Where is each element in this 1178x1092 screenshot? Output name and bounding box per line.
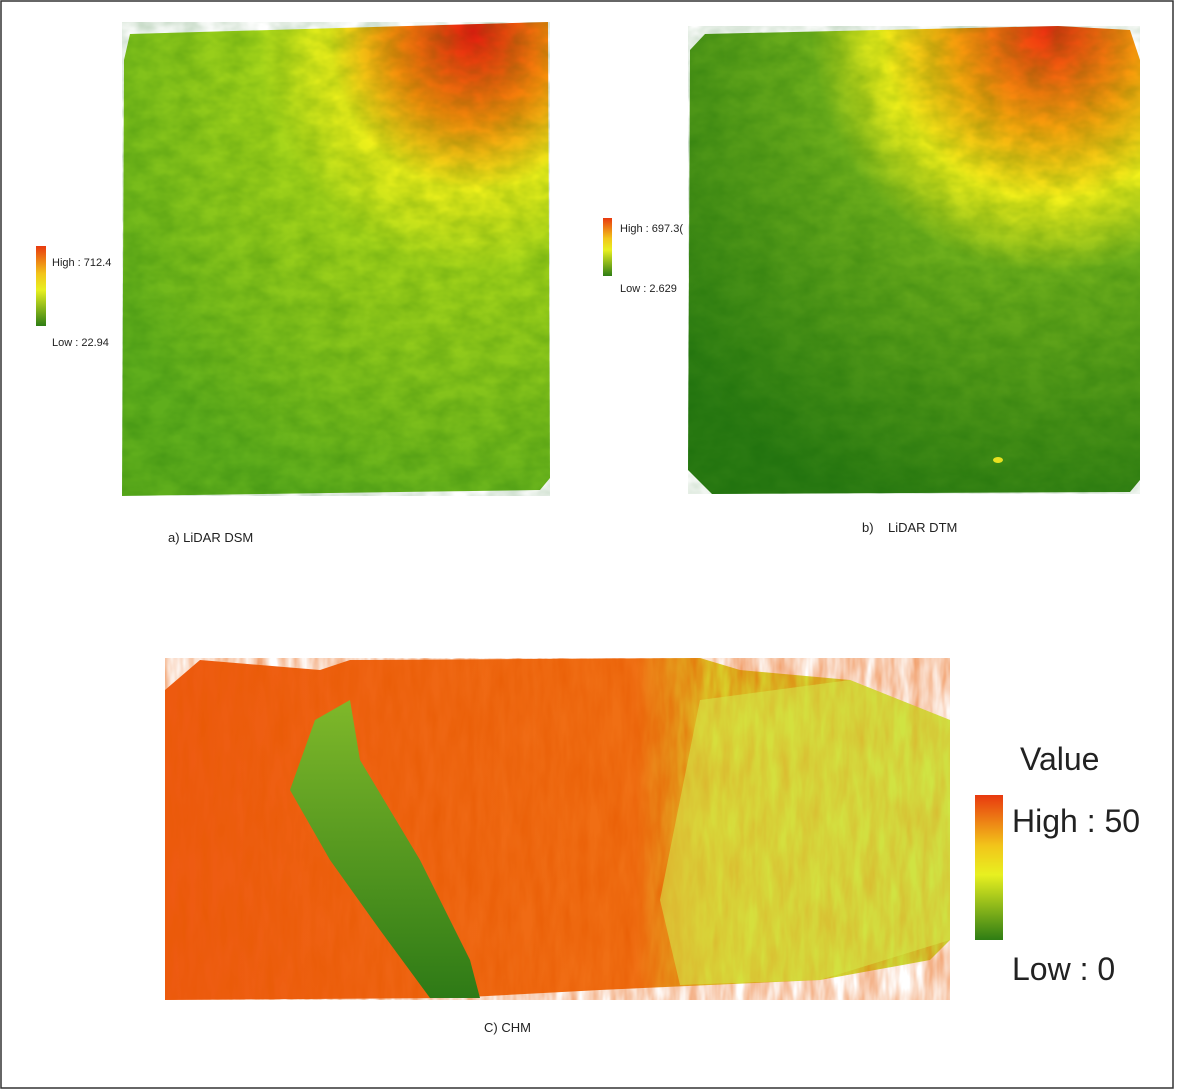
figure: High : 712.4 Low : 22.94 a) LiDAR DSM Hi… bbox=[0, 0, 1178, 1092]
chm-caption: C) CHM bbox=[484, 1020, 531, 1035]
dsm-legend-ramp bbox=[36, 246, 46, 326]
dtm-legend-low: Low : 2.629 bbox=[620, 283, 677, 295]
chm-3d-view bbox=[165, 658, 950, 1000]
chm-legend-title: Value bbox=[1020, 741, 1099, 777]
dtm-caption: b) LiDAR DTM bbox=[862, 520, 957, 535]
chm-legend-ramp bbox=[975, 795, 1003, 940]
chm-legend-high: High : 50 bbox=[1012, 803, 1140, 839]
dtm-legend-ramp bbox=[603, 218, 612, 276]
dtm-legend-high: High : 697.3( bbox=[620, 223, 683, 235]
dsm-legend-low: Low : 22.94 bbox=[52, 337, 109, 349]
dsm-legend-high: High : 712.4 bbox=[52, 257, 111, 269]
dtm-map bbox=[688, 26, 1140, 494]
chm-legend-low: Low : 0 bbox=[1012, 951, 1115, 987]
dsm-map bbox=[122, 22, 550, 496]
dsm-caption: a) LiDAR DSM bbox=[168, 530, 253, 545]
